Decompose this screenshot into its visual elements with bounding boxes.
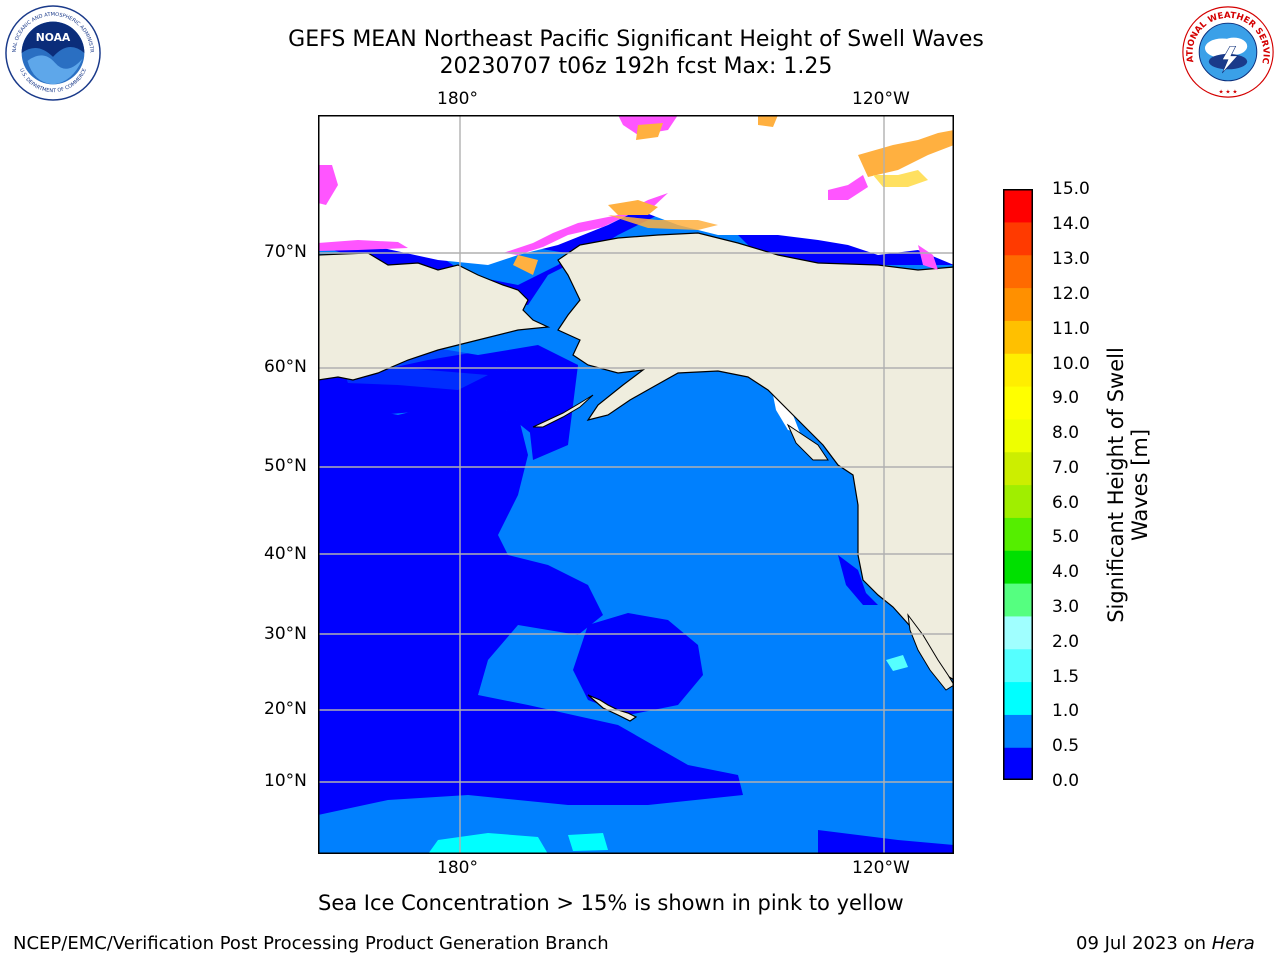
arctic-region: [318, 115, 954, 265]
map-subtitle-run: 20230707 t06z 192h fcst Max: 1.25: [439, 54, 833, 79]
sea-ice-note: Sea Ice Concentration > 15% is shown in …: [318, 891, 904, 915]
land-north-america: [557, 232, 954, 681]
graticule: [318, 115, 954, 854]
lon-label-120w-top: 120°W: [852, 89, 910, 109]
colorbar-tick: 10.0: [1052, 354, 1090, 374]
lat-label-50n: 50°N: [264, 456, 307, 476]
lat-label-20n: 20°N: [264, 699, 307, 719]
colorbar-tick: 15.0: [1052, 179, 1090, 199]
colorbar-tick: 11.0: [1052, 319, 1090, 339]
colorbar-title-line2: Waves [m]: [1128, 428, 1152, 542]
colorbar-swatch: [1003, 648, 1033, 683]
colorbar-swatch: [1003, 386, 1033, 420]
colorbar: [1003, 189, 1033, 780]
colorbar-swatch: [1003, 583, 1033, 617]
colorbar-swatch: [1003, 615, 1033, 650]
colorbar-swatch: [1003, 714, 1033, 748]
lat-label-30n: 30°N: [264, 624, 307, 644]
footer-date: 09 Jul 2023 on Hera: [1076, 933, 1255, 954]
colorbar-tick: 0.5: [1052, 736, 1080, 756]
colorbar-tick: 3.0: [1052, 597, 1080, 617]
colorbar-swatch: [1003, 320, 1033, 354]
colorbar-swatch: [1003, 484, 1033, 518]
lon-label-180-top: 180°: [437, 89, 478, 109]
sea-ice-edge: [318, 115, 954, 275]
colorbar-swatch: [1003, 287, 1033, 321]
colorbar-swatch: [1003, 254, 1033, 289]
svg-text:NOAA: NOAA: [36, 31, 71, 44]
land-siberia: [318, 252, 551, 381]
colorbar-title: Significant Height of Swell Waves [m]: [1104, 347, 1152, 623]
lat-label-60n: 60°N: [264, 357, 307, 377]
lon-label-180-bottom: 180°: [437, 858, 478, 878]
colorbar-tick: 8.0: [1052, 423, 1080, 443]
colorbar-tick: 7.0: [1052, 458, 1080, 478]
colorbar-swatch: [1003, 353, 1033, 387]
lat-label-10n: 10°N: [264, 771, 307, 791]
colorbar-tick: 12.0: [1052, 284, 1090, 304]
colorbar-swatch: [1003, 550, 1033, 584]
svg-text:★ ★ ★: ★ ★ ★: [1218, 88, 1237, 95]
colorbar-tick: 13.0: [1052, 249, 1090, 269]
noaa-logo: NATIONAL OCEANIC AND ATMOSPHERIC ADMINIS…: [4, 4, 101, 101]
colorbar-swatch: [1003, 747, 1033, 780]
footer-branch: NCEP/EMC/Verification Post Processing Pr…: [13, 933, 609, 954]
nws-logo: NATIONAL WEATHER SERVICE ★ ★ ★: [1180, 4, 1274, 98]
colorbar-swatch: [1003, 418, 1033, 453]
colorbar-tick: 5.0: [1052, 527, 1080, 547]
colorbar-tick: 0.0: [1052, 771, 1080, 791]
colorbar-swatch: [1003, 221, 1033, 256]
footer-host: Hera: [1211, 933, 1255, 954]
colorbar-swatch: [1003, 189, 1033, 223]
colorbar-swatch: [1003, 451, 1033, 486]
colorbar-title-line1: Significant Height of Swell: [1104, 347, 1128, 623]
colorbar-tick: 1.5: [1052, 667, 1080, 687]
colorbar-tick: 4.0: [1052, 562, 1080, 582]
lat-label-70n: 70°N: [264, 242, 307, 262]
colorbar-tick: 1.0: [1052, 701, 1080, 721]
colorbar-tick: 6.0: [1052, 493, 1080, 513]
colorbar-tick: 9.0: [1052, 388, 1080, 408]
colorbar-tick: 2.0: [1052, 632, 1080, 652]
swell-height-map: [318, 115, 954, 854]
cyan-swell-regions: [428, 395, 908, 854]
lon-label-120w-bottom: 120°W: [852, 858, 910, 878]
colorbar-swatch: [1003, 517, 1033, 551]
map-title: GEFS MEAN Northeast Pacific Significant …: [288, 27, 984, 52]
colorbar-swatch: [1003, 681, 1033, 715]
colorbar-tick: 14.0: [1052, 214, 1090, 234]
lat-label-40n: 40°N: [264, 544, 307, 564]
footer-date-text: 09 Jul 2023 on: [1076, 933, 1212, 954]
